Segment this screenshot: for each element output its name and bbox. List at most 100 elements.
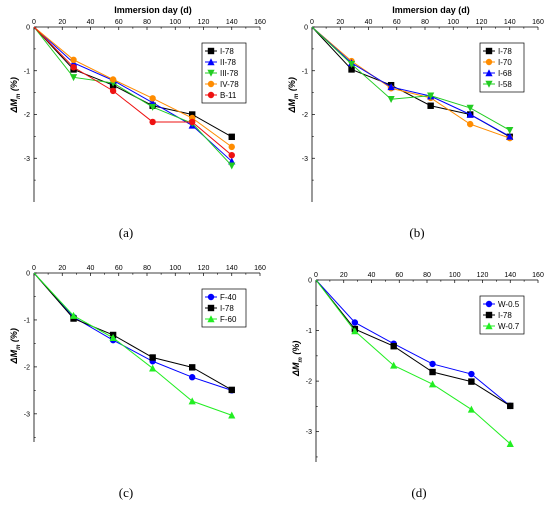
data-point-W-0.7 <box>428 380 437 388</box>
legend-label: W-0.5 <box>498 300 520 309</box>
x-tick-label: 0 <box>32 19 36 26</box>
x-tick-label: 80 <box>423 272 431 279</box>
data-point-III-78 <box>149 103 157 111</box>
y-tick-label: -3 <box>302 156 308 163</box>
series-line-I-78 <box>33 272 232 391</box>
series-line-IV-78 <box>33 26 233 148</box>
y-axis-title: ΔMm (%) <box>9 328 22 364</box>
x-tick-label: 100 <box>169 265 181 272</box>
legend-label: IV-78 <box>220 80 239 89</box>
data-point-I-78 <box>228 386 235 394</box>
legend-label: II-78 <box>220 58 237 67</box>
data-point-F-60 <box>109 333 117 341</box>
y-tick-label: 0 <box>304 25 308 32</box>
panel-caption: (d) <box>411 485 426 500</box>
legend-label: III-78 <box>220 69 239 78</box>
data-point-I-68 <box>387 83 395 91</box>
x-tick-label: 0 <box>32 265 36 272</box>
panel-caption: (a) <box>119 225 133 240</box>
data-point-I-78 <box>468 378 475 385</box>
series-line-F-60 <box>33 272 232 416</box>
chart-panel-3: 0 20 40 60 80 100 120 140 160 0 -1 -2 -3 ΔMm (%) F-40 I… <box>9 265 266 500</box>
data-point-I-68 <box>466 110 474 118</box>
y-tick-label: -1 <box>24 68 30 75</box>
x-tick-label: 60 <box>393 19 401 26</box>
data-point-W-0.7 <box>506 440 514 447</box>
legend-marker <box>485 69 493 77</box>
y-tick-label: 0 <box>26 271 30 278</box>
y-tick-label: -3 <box>24 411 30 418</box>
x-tick-label: 40 <box>368 272 376 279</box>
x-tick-label: 60 <box>115 19 123 26</box>
x-tick-label: 80 <box>421 19 429 26</box>
data-point-B-11 <box>228 151 235 159</box>
data-point-I-58 <box>466 104 474 112</box>
x-tick-label: 120 <box>477 272 489 279</box>
data-point-B-11 <box>109 87 117 95</box>
series-line-W-0.7 <box>315 279 511 445</box>
y-tick-label: -1 <box>302 68 308 75</box>
data-point-IV-78 <box>70 56 77 64</box>
x-tick-label: 80 <box>143 265 151 272</box>
legend-marker <box>485 311 493 319</box>
data-point-I-58 <box>506 127 514 135</box>
x-tick-label: 160 <box>532 19 544 26</box>
legend-marker <box>485 80 493 88</box>
y-axis-title: ΔMm (%) <box>287 77 300 113</box>
legend-marker <box>207 91 215 99</box>
y-tick-label: -2 <box>24 112 30 119</box>
y-axis-title: ΔMm (%) <box>291 341 304 377</box>
data-point-B-11 <box>189 118 196 126</box>
series-line-W-0.5 <box>315 279 511 407</box>
x-tick-label: 80 <box>143 19 151 26</box>
x-tick-label: 160 <box>254 19 266 26</box>
x-tick-label: 20 <box>58 265 66 272</box>
legend-label: I-58 <box>498 80 512 89</box>
x-tick-label: 120 <box>198 19 210 26</box>
x-tick-label: 140 <box>504 272 516 279</box>
data-point-I-78 <box>427 102 434 109</box>
data-point-I-78 <box>429 368 436 376</box>
data-point-I-58 <box>387 95 395 103</box>
legend-label: I-78 <box>498 311 512 320</box>
y-tick-label: -1 <box>24 317 30 324</box>
series-line-I-70 <box>311 26 510 139</box>
x-tick-label: 120 <box>198 265 210 272</box>
legend-label: I-78 <box>220 304 234 313</box>
data-point-W-0.5 <box>351 319 359 326</box>
x-tick-label: 140 <box>504 19 516 26</box>
data-point-I-78 <box>507 402 514 410</box>
legend-label: I-70 <box>498 58 512 67</box>
legend-marker <box>207 69 215 77</box>
x-tick-label: 60 <box>395 272 403 279</box>
y-tick-label: 0 <box>308 278 312 285</box>
chart-panel-2: 0 20 40 60 80 100 120 140 160 0 -1 -2 -3 Immersion da… <box>287 5 544 240</box>
x-tick-label: 120 <box>476 19 488 26</box>
legend-label: F-40 <box>220 293 237 302</box>
x-axis-title: Immersion day (d) <box>114 5 192 15</box>
x-tick-label: 20 <box>340 272 348 279</box>
data-point-F-60 <box>188 397 196 405</box>
legend-marker <box>207 315 215 323</box>
legend-marker <box>485 58 493 66</box>
data-point-B-11 <box>149 118 156 126</box>
data-point-IV-78 <box>149 95 156 102</box>
series-line-I-58 <box>311 26 510 131</box>
data-point-F-60 <box>228 411 236 419</box>
legend-label: I-78 <box>220 47 234 56</box>
x-tick-label: 60 <box>115 265 123 272</box>
data-point-I-58 <box>347 60 356 68</box>
y-tick-label: -2 <box>24 364 30 371</box>
data-point-III-78 <box>69 74 78 82</box>
panel-caption: (b) <box>409 225 424 240</box>
panel-caption: (c) <box>119 485 133 500</box>
data-point-I-68 <box>506 132 514 140</box>
series-line-B-11 <box>33 26 233 156</box>
y-tick-label: 0 <box>26 25 30 32</box>
x-tick-label: 20 <box>58 19 66 26</box>
data-point-W-0.7 <box>351 327 359 335</box>
series-line-III-78 <box>33 26 233 167</box>
x-axis-title: Immersion day (d) <box>392 5 470 15</box>
x-tick-label: 140 <box>226 265 238 272</box>
chart-panel-1: 0 20 40 60 80 100 120 140 160 0 -1 -2 -3 Immersion da… <box>9 5 266 240</box>
